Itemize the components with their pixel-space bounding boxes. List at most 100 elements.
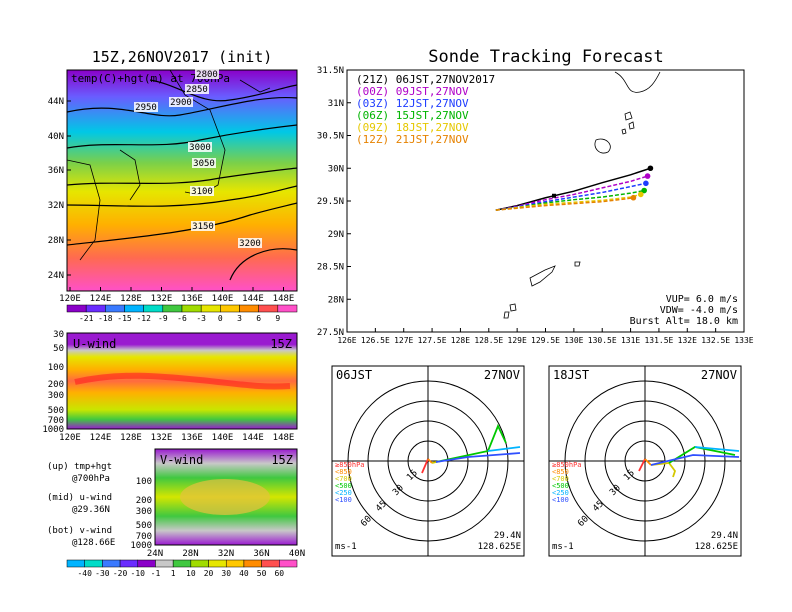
temp-colorbar-tick: 0 (218, 314, 223, 323)
v-pressure-tick: 300 (136, 507, 152, 517)
u-pressure-tick: 30 (53, 330, 64, 340)
track-lon-tick: 132E (678, 336, 697, 345)
temp-colorbar-cell (105, 304, 125, 313)
wind-colorbar-cell (208, 559, 227, 568)
map-lat-ticks: 44N 40N 36N 32N 28N 24N (48, 97, 71, 281)
map-lat-tick: 40N (48, 132, 64, 142)
hodograph-date: 27NOV (701, 368, 737, 382)
wind-colorbar-tick: 40 (239, 569, 249, 578)
u-lon-tick: 148E (273, 433, 295, 443)
contour-label-bg (192, 158, 216, 168)
u-lon-tick: 144E (242, 433, 264, 443)
wind-colorbar-cell (172, 559, 192, 568)
contour-label: 3150 (192, 222, 214, 232)
v-wind-title: V-wind (160, 453, 203, 467)
u-pressure-tick: 200 (48, 380, 64, 390)
hodograph-level-label: <250 (552, 489, 569, 497)
wind-colorbar-cell (137, 559, 156, 568)
track-lat-tick: 27.5N (317, 328, 344, 338)
hodograph-trace (431, 461, 437, 464)
v-lat-tick: 32N (218, 549, 234, 559)
wind-colorbar-tick: 1 (171, 569, 176, 578)
side-note-line1: (mid) u-wind (47, 493, 112, 503)
map-lon-tick: 136E (181, 294, 203, 304)
temp-colorbar-tick: 9 (275, 314, 280, 323)
wind-colorbar-tick: 20 (204, 569, 214, 578)
track-lat-tick: 29N (328, 230, 344, 240)
hodograph-level-label: <100 (552, 496, 569, 504)
track-legend: (21Z) 06JST,27NOV2017(00Z) 09JST,27NOV(0… (356, 73, 495, 146)
v-pressure-tick: 1000 (130, 541, 152, 551)
hodograph-level-label: <500 (552, 482, 569, 490)
u-lon-tick: 124E (90, 433, 112, 443)
track-lon-tick: 128.5E (474, 336, 503, 345)
map-lon-tick: 120E (59, 294, 81, 304)
main-title: Sonde Tracking Forecast (428, 47, 663, 67)
u-pressure-tick: 1000 (42, 425, 64, 435)
track-lon-tick: 130.5E (588, 336, 617, 345)
temp-colorbar: -21 -18 -15 -12 -9 -6 -3 0 3 6 9 (66, 304, 298, 323)
temp-colorbar-cell (181, 304, 202, 313)
v-lat-tick: 24N (147, 549, 163, 559)
track-lon-tick: 129E (508, 336, 527, 345)
contour-label-bg (191, 221, 215, 231)
wind-colorbar-tick: 60 (274, 569, 284, 578)
hodograph-trace (694, 446, 740, 452)
u-pressure-tick: 50 (53, 344, 64, 354)
map-lon-tick: 128E (120, 294, 142, 304)
temp-colorbar-tick: 3 (237, 314, 242, 323)
track-lon-tick: 131E (621, 336, 640, 345)
map-lat-tick: 44N (48, 97, 64, 107)
hodograph-trace (487, 446, 521, 452)
wind-colorbar-cell (119, 559, 139, 568)
map-lat-tick: 24N (48, 271, 64, 281)
temp-colorbar-cell (162, 304, 183, 313)
track-lat-tick: 28N (328, 295, 344, 305)
u-pressure-tick: 300 (48, 391, 64, 401)
temp-colorbar-tick: -9 (158, 314, 168, 323)
height-contours (67, 79, 297, 281)
track-legend-item: (06Z) 15JST,27NOV (356, 109, 469, 122)
wind-colorbar-cell (261, 559, 280, 568)
hodograph-time: 18JST (553, 368, 589, 382)
wind-colorbar-cell (279, 559, 298, 568)
wind-colorbar-cell (155, 559, 174, 568)
track-lon-tick: 129.5E (531, 336, 560, 345)
map-lat-tick: 28N (48, 236, 64, 246)
track-end-point (644, 173, 651, 179)
track-lat-tick: 28.5N (317, 263, 344, 273)
side-note-line2: @29.36N (72, 505, 110, 515)
temp-colorbar-tick: 6 (256, 314, 261, 323)
contour-label-bg (169, 97, 193, 107)
hodograph-trace (427, 458, 433, 464)
hodograph-date: 27NOV (484, 368, 520, 382)
temp-colorbar-cell (277, 304, 298, 313)
track-panel: 31.5N 31N 30.5N 30N 29.5N 29N 28.5N 28N 27.5N 12… (317, 66, 754, 345)
contour-label: 3050 (193, 159, 215, 169)
contour-label: 3100 (191, 187, 213, 197)
hodograph-lat: 29.4N (494, 531, 521, 541)
track-legend-item: (09Z) 18JST,27NOV (356, 121, 469, 134)
v-pressure-tick: 700 (136, 532, 152, 542)
track-param: VDW= -4.0 m/s (660, 305, 738, 316)
wind-colorbar-tick: -40 (77, 569, 92, 578)
track-end-point (637, 191, 644, 198)
wind-colorbar-cell (190, 559, 209, 568)
contour-label: 2800 (196, 70, 218, 80)
side-note-line1: (bot) v-wind (47, 526, 112, 536)
u-pressure-tick: 700 (48, 416, 64, 426)
temp-colorbar-cell (239, 304, 259, 313)
u-lon-ticks: 120E 124E 128E 132E 136E 140E 144E 148E (59, 433, 294, 443)
track-lon-tick: 128E (451, 336, 470, 345)
u-pressure-tick: 500 (48, 406, 64, 416)
left-title: 15Z,26NOV2017 (init) (92, 48, 273, 66)
hodograph-level-label: <700 (552, 475, 569, 483)
track-end-point (643, 180, 649, 187)
wind-colorbar-tick: -1 (151, 569, 161, 578)
wind-colorbar: -40 -30 -20 -10 -1 1 10 20 30 40 50 60 (66, 559, 298, 578)
u-lon-tick: 132E (151, 433, 173, 443)
